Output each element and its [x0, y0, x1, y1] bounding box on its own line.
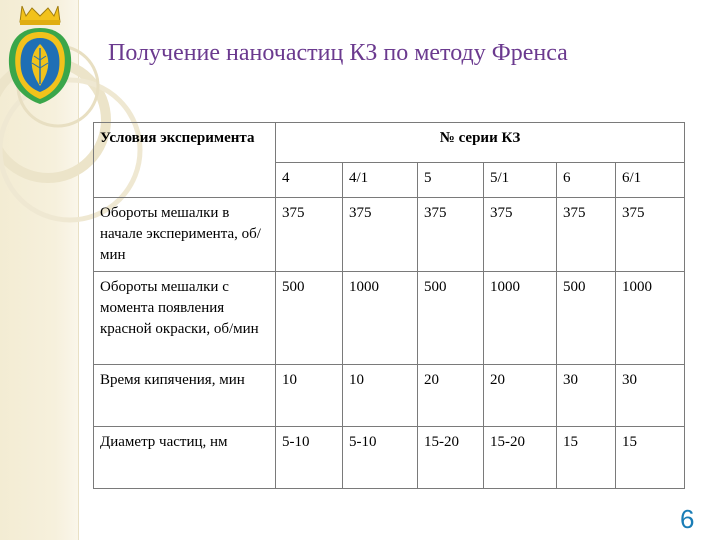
slide-title: Получение наночастиц КЗ по методу Френса: [108, 40, 568, 66]
table-cell: 375: [556, 197, 616, 272]
table-cell: 15-20: [417, 426, 484, 489]
table-row: Время кипячения, мин 10 10 20 20 30 30: [93, 364, 686, 427]
table-row: Обороты мешалки с момента появления крас…: [93, 271, 686, 365]
table-cell: 20: [483, 364, 557, 427]
table-cell: 375: [483, 197, 557, 272]
series-number: 6/1: [614, 162, 686, 198]
table-cell: 1000: [342, 271, 418, 365]
table-cell: 15: [556, 426, 616, 489]
table-cell: 30: [556, 364, 616, 427]
table-cell: 5-10: [275, 426, 343, 489]
table-cell: 375: [417, 197, 484, 272]
table-cell: 500: [275, 271, 343, 365]
table-cell: 500: [556, 271, 616, 365]
page-number: 6: [680, 504, 695, 534]
series-number: 4/1: [342, 162, 418, 198]
band-divider: [78, 0, 79, 540]
row-label: Время кипячения, мин: [93, 364, 276, 427]
table-cell: 1000: [483, 271, 557, 365]
experiment-table: Условия эксперимента № серии КЗ 4 4/1 5 …: [93, 122, 686, 489]
table-cell: 15: [614, 426, 686, 489]
table-cell: 375: [342, 197, 418, 272]
row-label: Обороты мешалки в начале эксперимента, о…: [93, 197, 276, 272]
table-cell: 375: [614, 197, 686, 272]
series-number: 4: [275, 162, 343, 198]
series-number: 5/1: [483, 162, 557, 198]
table-cell: 20: [417, 364, 484, 427]
table-cell: 15-20: [483, 426, 557, 489]
row-label: Обороты мешалки с момента появления крас…: [93, 271, 276, 365]
table-cell: 30: [614, 364, 686, 427]
table-cell: 10: [342, 364, 418, 427]
condition-header: Условия эксперимента: [93, 122, 276, 198]
table-row: Обороты мешалки в начале эксперимента, о…: [93, 197, 686, 272]
table-cell: 5-10: [342, 426, 418, 489]
table-row: Диаметр частиц, нм 5-10 5-10 15-20 15-20…: [93, 426, 686, 489]
table-cell: 1000: [614, 271, 686, 365]
table-cell: 500: [417, 271, 484, 365]
series-number: 6: [556, 162, 616, 198]
city-coat-of-arms-icon: [8, 5, 72, 104]
table-header-row: Условия эксперимента № серии КЗ: [93, 122, 686, 198]
series-header: № серии КЗ: [274, 122, 686, 163]
table-cell: 10: [275, 364, 343, 427]
series-number: 5: [417, 162, 484, 198]
row-label: Диаметр частиц, нм: [93, 426, 276, 489]
table-cell: 375: [275, 197, 343, 272]
